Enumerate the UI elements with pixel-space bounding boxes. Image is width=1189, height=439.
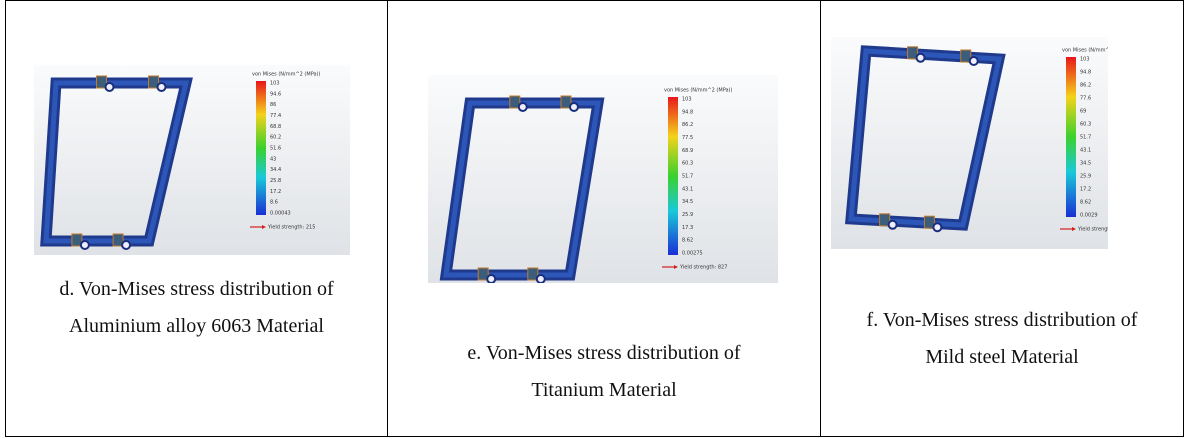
- color-bar: [256, 81, 266, 215]
- legend-label: 51.7: [682, 174, 693, 180]
- legend-label: 17.3: [682, 225, 693, 231]
- stress-image: von Mises (N/mm^2 (MPa)) 103 94.6 86 77.4 68.…: [34, 65, 350, 255]
- legend-label: 43.1: [682, 186, 693, 192]
- legend-label: 60.3: [1080, 122, 1091, 128]
- legend-label: 94.8: [682, 109, 693, 115]
- legend-label: 17.2: [270, 189, 281, 195]
- bolt-hole: [106, 83, 114, 91]
- legend-label: 43.1: [1080, 148, 1091, 154]
- caption: f. Von-Mises stress distribution of Mild…: [862, 302, 1142, 376]
- legend-label: 103: [1080, 57, 1090, 63]
- page: von Mises (N/mm^2 (MPa)) 103 94.6 86 77.4 68.…: [0, 0, 1189, 439]
- legend-label: 68.8: [270, 124, 281, 130]
- color-bar: [1066, 57, 1076, 217]
- legend-label: 60.3: [682, 161, 693, 167]
- legend-label: 77.5: [682, 135, 693, 141]
- bolt-hole: [889, 221, 897, 229]
- legend-label: 34.5: [1080, 161, 1091, 167]
- legend-label: 94.8: [1080, 70, 1091, 76]
- bolt-hole: [917, 54, 925, 62]
- caption: e. Von-Mises stress distribution of Tita…: [429, 335, 779, 409]
- table-cell: von Mises (N/mm^2 (MPa)) 103 94.8 86.2 77.6 6…: [820, 0, 1184, 437]
- bolt-hole: [487, 275, 495, 283]
- bolt-hole: [933, 223, 941, 231]
- bolt-hole: [158, 83, 166, 91]
- legend-label: 0.0029: [1080, 213, 1098, 219]
- legend-label: 34.4: [270, 167, 281, 173]
- bolt-hole: [81, 241, 89, 249]
- legend-label: 69: [1080, 109, 1086, 115]
- table-cell: von Mises (N/mm^2 (MPa)) 103 94.6 86 77.4 68.…: [5, 0, 388, 437]
- bolt-hole: [570, 103, 578, 111]
- yield-label: Yield strength: 215: [267, 225, 315, 231]
- legend-label: 77.4: [270, 113, 281, 119]
- legend-title: von Mises (N/mm^2 (MPa)): [664, 88, 733, 94]
- bolt-hole: [537, 275, 545, 283]
- legend-label: 86.2: [682, 122, 693, 128]
- stress-image: von Mises (N/mm^2 (MPa)) 103 94.8 86.2 77.5 6…: [428, 75, 778, 283]
- bolt-hole: [519, 103, 527, 111]
- legend-label: 94.6: [270, 91, 281, 97]
- yield-label: Yield strength: 827: [679, 265, 727, 271]
- caption: d. Von-Mises stress distribution of Alum…: [47, 271, 347, 345]
- legend-label: 103: [270, 81, 280, 87]
- bolt-hole: [970, 57, 978, 65]
- legend-label: 8.62: [1080, 200, 1091, 206]
- legend-label: 43: [270, 156, 276, 162]
- table-cell: von Mises (N/mm^2 (MPa)) 103 94.8 86.2 77.5 6…: [387, 0, 821, 437]
- color-bar: [668, 97, 678, 255]
- legend-label: 8.62: [682, 238, 693, 244]
- legend-label: 51.7: [1080, 135, 1091, 141]
- legend-label: 51.6: [270, 146, 281, 152]
- legend-label: 0.00275: [682, 251, 703, 257]
- legend-label: 25.9: [682, 212, 693, 218]
- legend-label: 60.2: [270, 135, 281, 141]
- yield-label: Yield strength: 370: [1077, 227, 1108, 233]
- bolt-hole: [122, 241, 130, 249]
- legend-title: von Mises (N/mm^2 (MPa)): [1062, 48, 1108, 54]
- legend-label: 25.8: [270, 178, 281, 184]
- legend-label: 68.9: [682, 148, 693, 154]
- legend-label: 103: [682, 97, 692, 103]
- legend-label: 25.9: [1080, 174, 1091, 180]
- legend-label: 86.2: [1080, 83, 1091, 89]
- legend-label: 17.2: [1080, 187, 1091, 193]
- legend-label: 34.5: [682, 199, 693, 205]
- legend-label: 86: [270, 102, 276, 108]
- legend-title: von Mises (N/mm^2 (MPa)): [252, 72, 321, 78]
- stress-image: von Mises (N/mm^2 (MPa)) 103 94.8 86.2 77.6 6…: [831, 37, 1108, 249]
- legend-label: 77.6: [1080, 96, 1091, 102]
- legend-label: 0.00043: [270, 211, 291, 217]
- legend-label: 8.6: [270, 200, 278, 206]
